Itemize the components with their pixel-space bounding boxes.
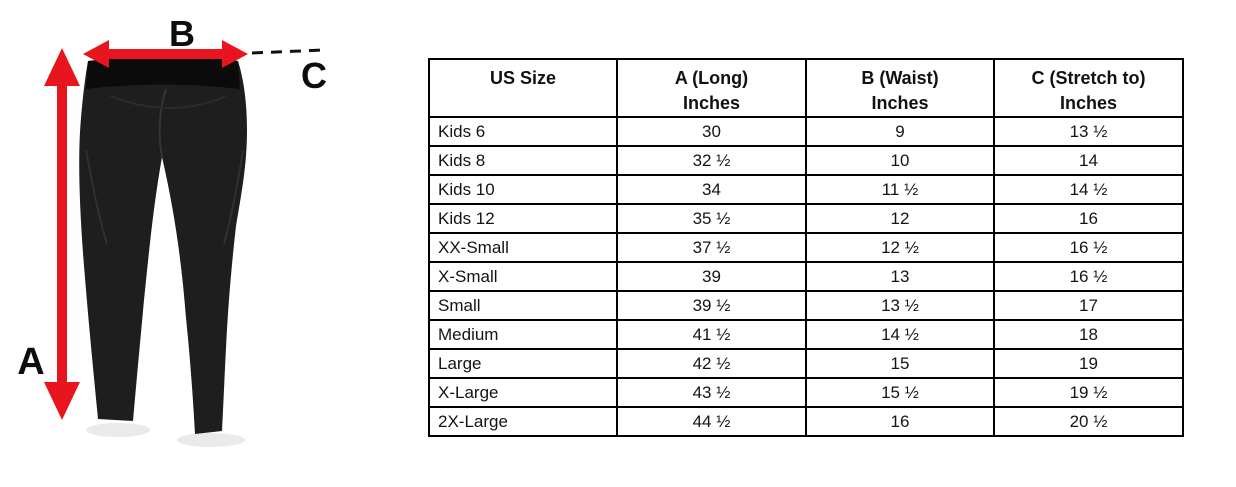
size-name-cell: XX-Small	[428, 232, 618, 263]
size-name-cell: Kids 8	[428, 145, 618, 176]
table-row: X-Large 43 ½ 15 ½ 19 ½	[428, 377, 1184, 408]
pants-seam	[223, 149, 244, 245]
measurement-cell: 16 ½	[993, 232, 1184, 263]
measurement-cell: 13 ½	[993, 116, 1184, 147]
size-name-cell: Large	[428, 348, 618, 379]
column-sublabel: Inches	[1059, 93, 1118, 113]
measurement-cell: 14	[993, 145, 1184, 176]
table-row: Kids 12 35 ½ 12 16	[428, 203, 1184, 234]
measurement-cell: 14 ½	[805, 319, 995, 350]
size-name-cell: Kids 12	[428, 203, 618, 234]
measurement-cell: 16	[993, 203, 1184, 234]
size-table-body: Kids 6 30 9 13 ½ Kids 8 32 ½ 10 14 Kids 10 34 11 ½…	[428, 116, 1184, 437]
size-name-cell: X-Large	[428, 377, 618, 408]
col-header-a-long: A (Long) Inches	[616, 58, 807, 118]
pants-measurement-diagram: A B C	[0, 0, 420, 482]
pants-waistband	[86, 56, 240, 89]
column-label: C (Stretch to)	[1031, 68, 1146, 88]
header-row: US Size A (Long) Inches B (Waist) Inches…	[428, 58, 1184, 118]
table-row: 2X-Large 44 ½ 16 20 ½	[428, 406, 1184, 437]
size-name-cell: Medium	[428, 319, 618, 350]
size-name-cell: X-Small	[428, 261, 618, 292]
label-a: A	[17, 341, 44, 383]
measurement-cell: 19 ½	[993, 377, 1184, 408]
measurement-cell: 14 ½	[993, 174, 1184, 205]
measurement-cell: 13 ½	[805, 290, 995, 321]
measurement-cell: 19	[993, 348, 1184, 379]
pants-silhouette	[79, 56, 247, 434]
measurement-cell: 12 ½	[805, 232, 995, 263]
column-label: US Size	[489, 68, 557, 88]
table-row: X-Small 39 13 16 ½	[428, 261, 1184, 292]
size-name-cell: Kids 10	[428, 174, 618, 205]
stretch-dashed-line	[251, 48, 325, 55]
measurement-cell: 12	[805, 203, 995, 234]
measurement-cell: 32 ½	[616, 145, 807, 176]
measurement-cell: 42 ½	[616, 348, 807, 379]
measurement-cell: 11 ½	[805, 174, 995, 205]
pants-image: A B C	[17, 13, 327, 447]
column-sublabel: Inches	[871, 93, 929, 113]
cuff-shadow	[86, 423, 150, 437]
measurement-cell: 16	[805, 406, 995, 437]
label-b: B	[169, 13, 195, 54]
measurement-cell: 43 ½	[616, 377, 807, 408]
table-row: XX-Small 37 ½ 12 ½ 16 ½	[428, 232, 1184, 263]
measurement-cell: 18	[993, 319, 1184, 350]
label-c: C	[301, 55, 327, 96]
table-row: Kids 10 34 11 ½ 14 ½	[428, 174, 1184, 205]
length-arrow-a-icon	[44, 48, 80, 420]
measurement-cell: 15 ½	[805, 377, 995, 408]
col-header-us-size: US Size	[428, 58, 618, 118]
col-header-b-waist: B (Waist) Inches	[805, 58, 995, 118]
column-sublabel: Inches	[682, 93, 741, 113]
measurement-cell: 35 ½	[616, 203, 807, 234]
size-chart-table: US Size A (Long) Inches B (Waist) Inches…	[428, 58, 1184, 437]
column-label: B (Waist)	[861, 68, 939, 88]
cuff-shadow	[177, 433, 245, 447]
table-row: Kids 8 32 ½ 10 14	[428, 145, 1184, 176]
pants-seam	[158, 88, 167, 158]
pants-seam	[85, 149, 108, 245]
column-label: A (Long)	[674, 68, 749, 88]
measurement-cell: 16 ½	[993, 261, 1184, 292]
size-name-cell: 2X-Large	[428, 406, 618, 437]
col-header-c-stretch: C (Stretch to) Inches	[993, 58, 1184, 118]
size-name-cell: Kids 6	[428, 116, 618, 147]
measurement-cell: 17	[993, 290, 1184, 321]
measurement-cell: 37 ½	[616, 232, 807, 263]
table-row: Small 39 ½ 13 ½ 17	[428, 290, 1184, 321]
measurement-cell: 34	[616, 174, 807, 205]
table-row: Large 42 ½ 15 19	[428, 348, 1184, 379]
measurement-cell: 39 ½	[616, 290, 807, 321]
size-table: US Size A (Long) Inches B (Waist) Inches…	[428, 58, 1184, 437]
table-row: Kids 6 30 9 13 ½	[428, 116, 1184, 147]
measurement-cell: 9	[805, 116, 995, 147]
table-row: Medium 41 ½ 14 ½ 18	[428, 319, 1184, 350]
measurement-cell: 39	[616, 261, 807, 292]
measurement-cell: 10	[805, 145, 995, 176]
size-name-cell: Small	[428, 290, 618, 321]
measurement-cell: 20 ½	[993, 406, 1184, 437]
waist-arrow-b-icon	[83, 40, 248, 68]
pants-seam	[109, 95, 227, 109]
measurement-cell: 41 ½	[616, 319, 807, 350]
measurement-cell: 44 ½	[616, 406, 807, 437]
measurement-cell: 13	[805, 261, 995, 292]
measurement-cell: 30	[616, 116, 807, 147]
measurement-cell: 15	[805, 348, 995, 379]
